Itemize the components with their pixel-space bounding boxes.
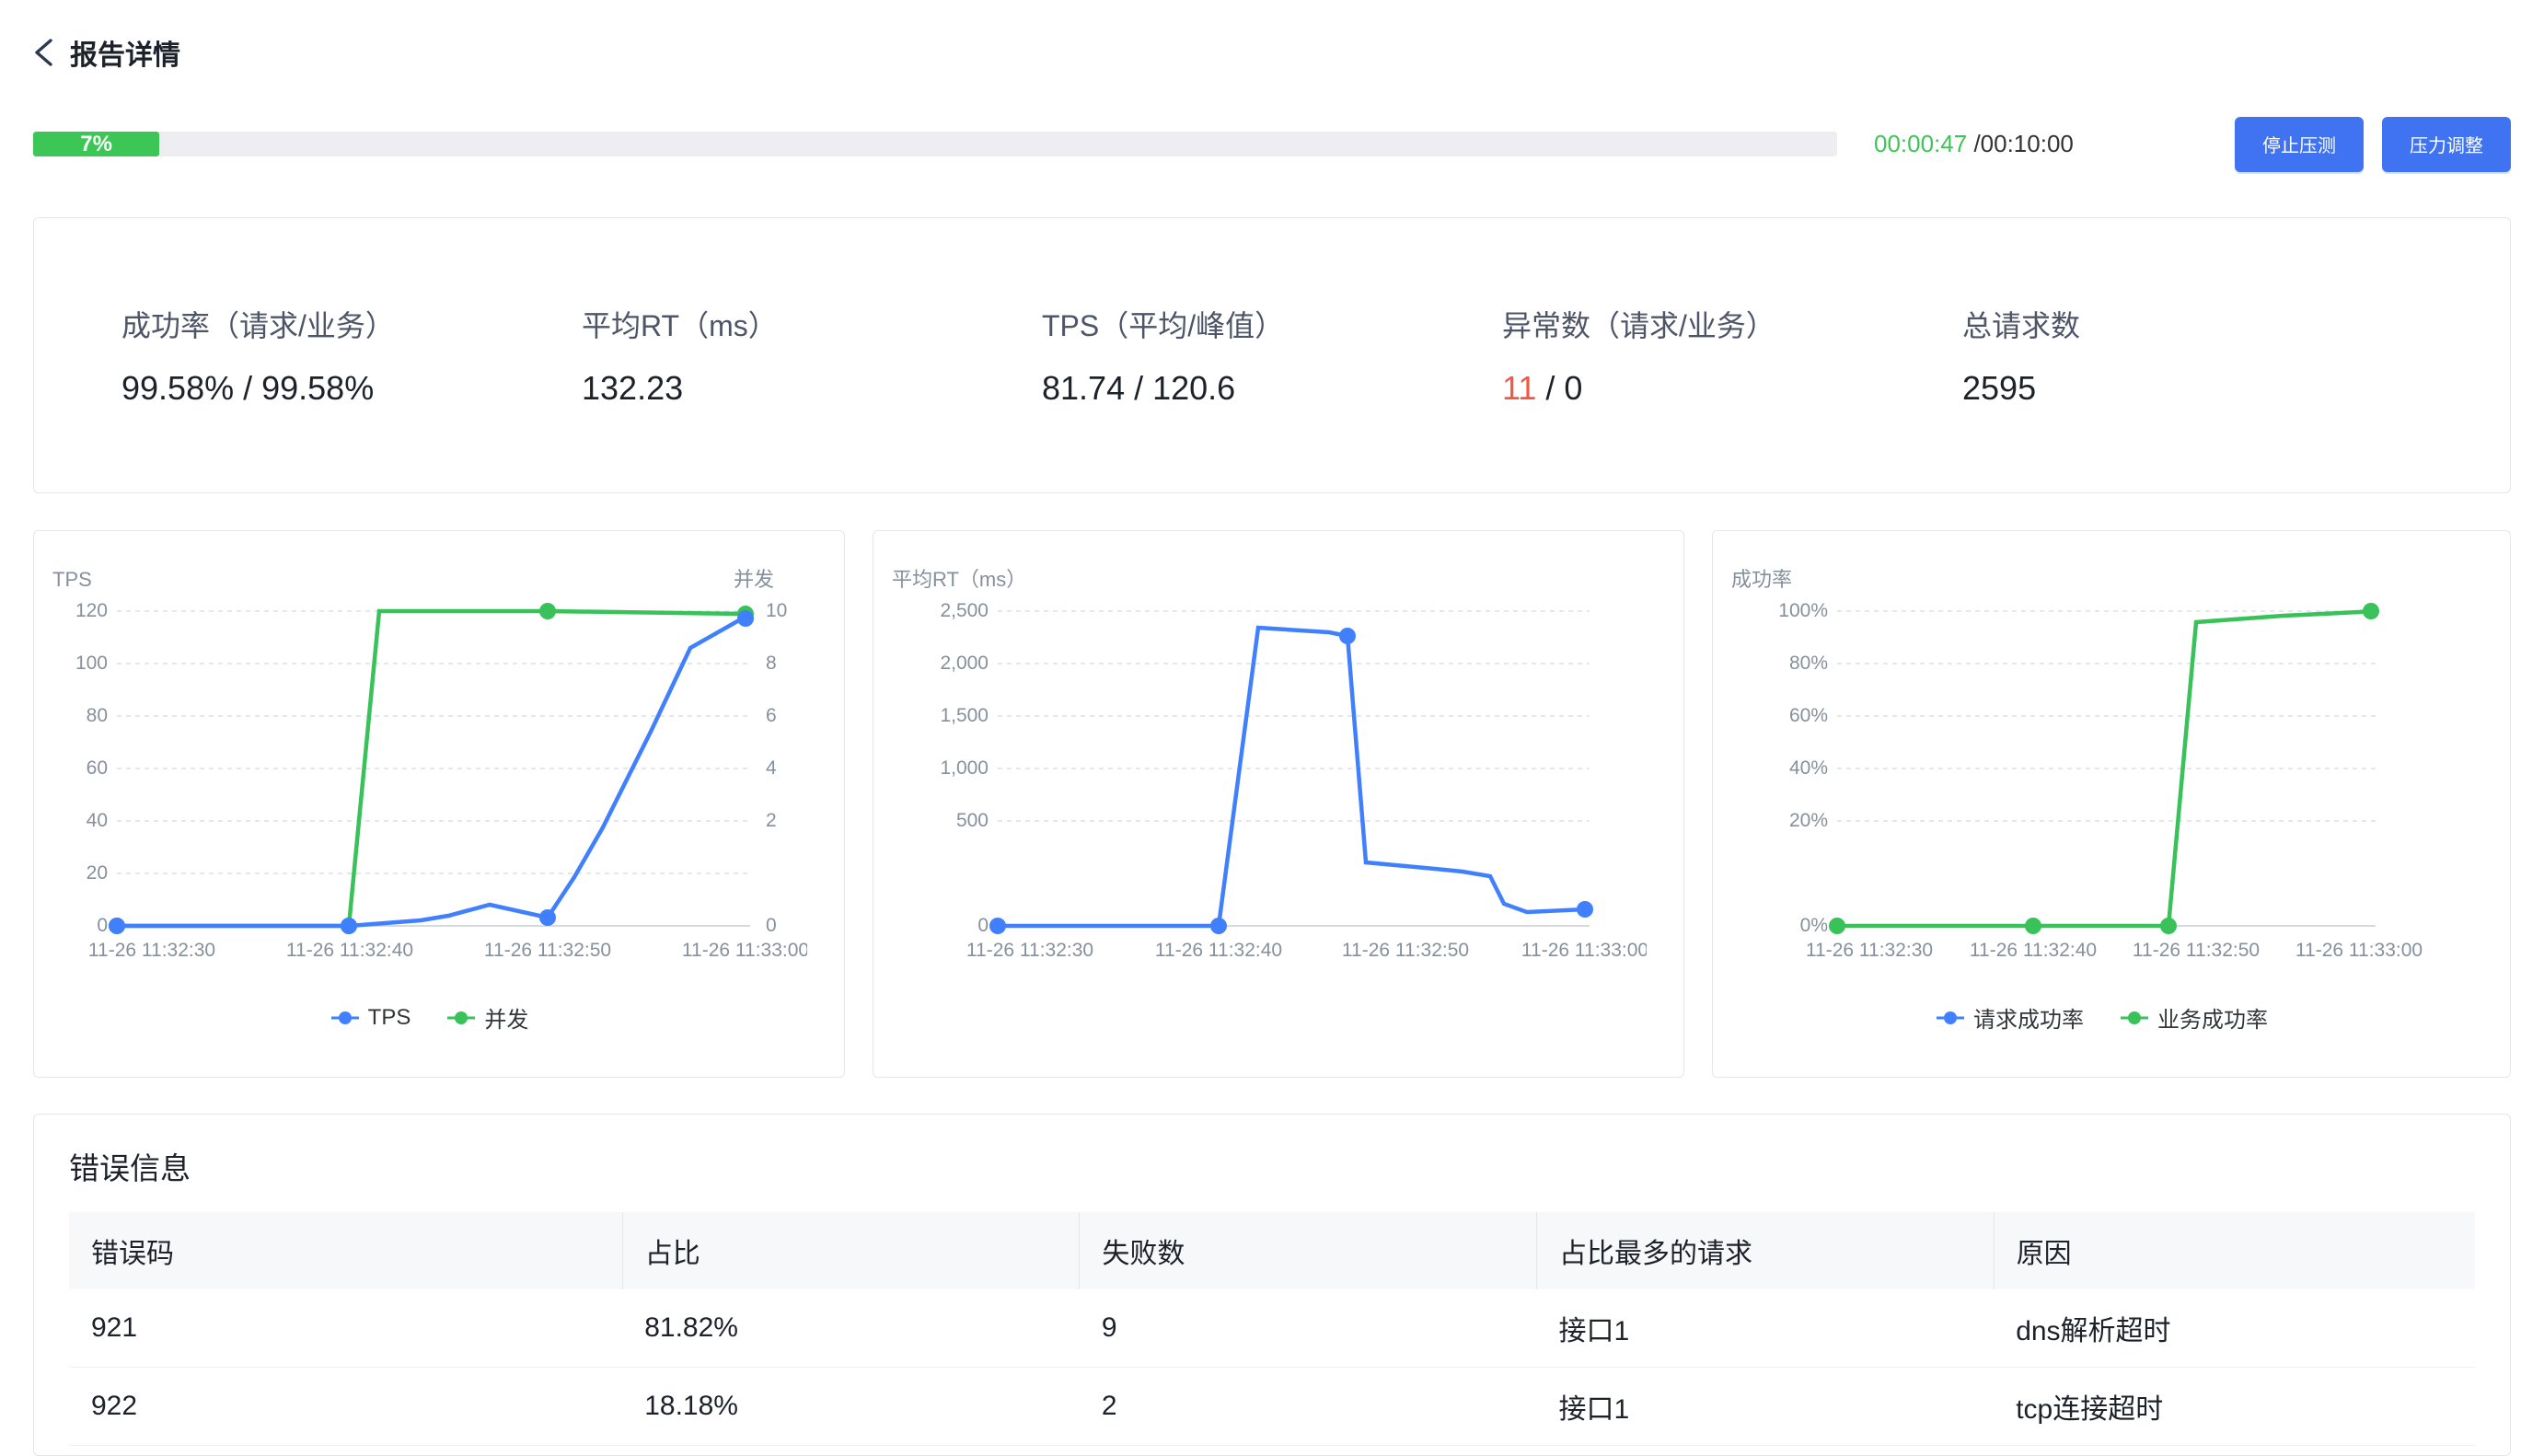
svg-text:60%: 60%	[1789, 705, 1828, 726]
svg-text:120: 120	[75, 600, 108, 621]
svg-text:2,000: 2,000	[940, 653, 989, 674]
svg-text:20%: 20%	[1789, 810, 1828, 831]
svg-text:11-26 11:33:00: 11-26 11:33:00	[1521, 940, 1647, 961]
svg-text:40%: 40%	[1789, 757, 1828, 779]
svg-text:100: 100	[75, 653, 108, 674]
svg-text:11-26 11:32:50: 11-26 11:32:50	[484, 940, 611, 961]
svg-text:0: 0	[97, 915, 108, 936]
svg-text:1,000: 1,000	[940, 757, 989, 779]
svg-text:500: 500	[956, 810, 989, 831]
svg-text:11-26 11:33:00: 11-26 11:33:00	[2295, 940, 2423, 961]
svg-text:11-26 11:32:30: 11-26 11:32:30	[966, 940, 1093, 961]
svg-text:1,500: 1,500	[940, 705, 989, 726]
svg-text:2: 2	[766, 810, 777, 831]
svg-text:TPS: TPS	[52, 568, 92, 591]
svg-text:80: 80	[87, 705, 108, 726]
svg-text:0%: 0%	[1800, 915, 1828, 936]
svg-text:6: 6	[766, 705, 777, 726]
svg-text:11-26 11:33:00: 11-26 11:33:00	[682, 940, 807, 961]
svg-text:20: 20	[87, 862, 108, 884]
svg-text:0: 0	[766, 915, 777, 936]
svg-text:11-26 11:32:50: 11-26 11:32:50	[1342, 940, 1469, 961]
svg-text:成功率: 成功率	[1731, 568, 1792, 591]
svg-text:8: 8	[766, 653, 777, 674]
svg-text:并发: 并发	[734, 568, 774, 591]
svg-text:80%: 80%	[1789, 653, 1828, 674]
svg-text:11-26 11:32:30: 11-26 11:32:30	[1806, 940, 1933, 961]
svg-text:11-26 11:32:40: 11-26 11:32:40	[286, 940, 413, 961]
svg-text:40: 40	[87, 810, 108, 831]
svg-text:2,500: 2,500	[940, 600, 989, 621]
svg-text:11-26 11:32:40: 11-26 11:32:40	[1155, 940, 1282, 961]
svg-text:100%: 100%	[1778, 600, 1828, 621]
svg-text:4: 4	[766, 757, 777, 779]
svg-text:60: 60	[87, 757, 108, 779]
svg-text:11-26 11:32:50: 11-26 11:32:50	[2133, 940, 2260, 961]
svg-text:平均RT（ms）: 平均RT（ms）	[892, 568, 1026, 591]
svg-text:11-26 11:32:40: 11-26 11:32:40	[1970, 940, 2097, 961]
svg-text:0: 0	[977, 915, 989, 936]
svg-text:10: 10	[766, 600, 787, 621]
svg-text:11-26 11:32:30: 11-26 11:32:30	[88, 940, 215, 961]
